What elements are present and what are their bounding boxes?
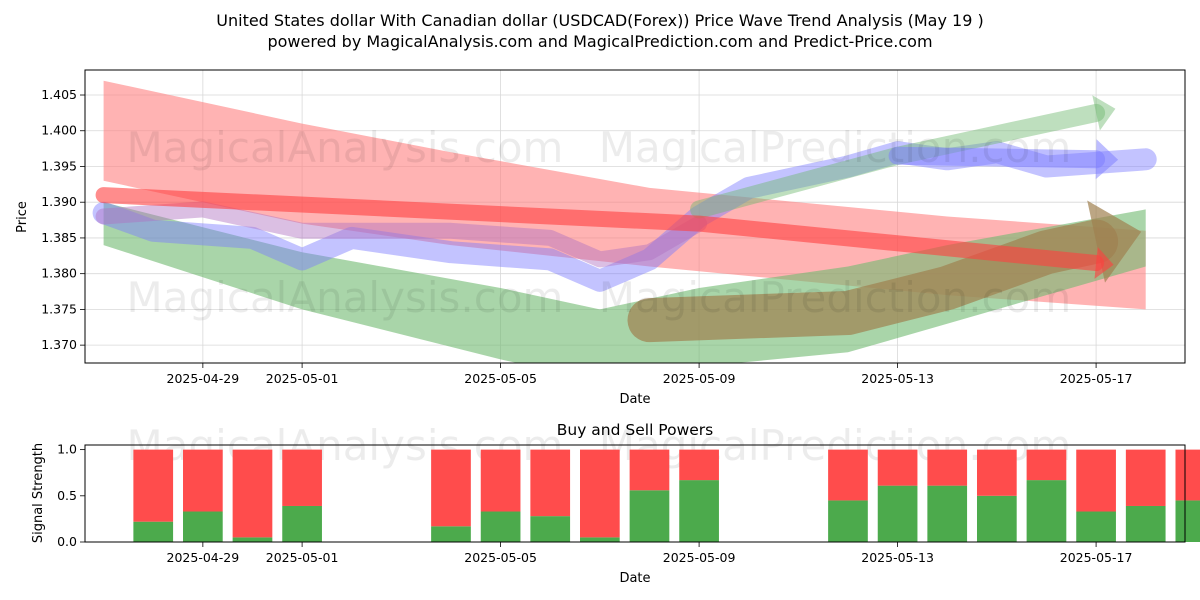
price-plot-frame [84, 69, 1186, 364]
sell-power-bar [1125, 449, 1166, 506]
power-axes: 2025-04-29 2025-05-01 2025-05-05 2025-05-09… [57, 442, 1132, 565]
watermark-left-middle: MagicalAnalysis.com [127, 273, 564, 322]
sell-power-bar [1175, 449, 1200, 501]
buy-power-bar [828, 500, 868, 542]
buy-power-bar [877, 485, 918, 542]
power-chart: Buy and Sell Powers MagicalAnalysis.com … [31, 421, 1200, 586]
price-x-axis-label: Date [619, 392, 650, 407]
sell-power-bar [976, 449, 1017, 496]
buy-power-bar [431, 526, 471, 542]
sell-power-bar [927, 449, 968, 486]
price-y-tick-label: 1.400 [41, 123, 77, 138]
sell-power-bar [480, 449, 521, 512]
sell-power-bar [530, 449, 571, 517]
sell-power-bar [1076, 449, 1116, 512]
buy-power-bar [480, 511, 521, 542]
buy-power-bar [530, 516, 571, 542]
price-x-tick-label: 2025-05-09 [663, 371, 736, 386]
price-y-tick-label: 1.380 [41, 266, 77, 281]
power-chart-title: Buy and Sell Powers [557, 421, 714, 439]
watermark-left-top: MagicalAnalysis.com [127, 123, 564, 172]
buy-power-bar [183, 511, 223, 542]
price-x-tick-label: 2025-05-05 [464, 371, 537, 386]
power-x-tick-label: 2025-04-29 [167, 550, 240, 565]
sell-power-bar [828, 449, 868, 501]
red-forecast-arrow [95, 187, 1105, 271]
price-chart: MagicalAnalysis.com MagicalPrediction.co… [15, 69, 1186, 407]
blue-forecast-arrowhead [1095, 139, 1119, 180]
power-x-tick-label: 2025-05-09 [663, 550, 736, 565]
watermark-right-top: MagicalPrediction.com [599, 123, 1072, 172]
price-y-axis-label: Price [15, 201, 30, 233]
price-x-tick-label: 2025-05-01 [266, 371, 339, 386]
price-y-tick-label: 1.370 [41, 337, 77, 352]
sell-power-bar [580, 449, 620, 538]
power-x-tick-label: 2025-05-17 [1060, 550, 1133, 565]
sell-power-bar [282, 449, 322, 506]
price-axes: 2025-04-29 2025-05-01 2025-05-05 2025-05-09… [41, 87, 1132, 386]
sell-power-bar [133, 449, 174, 522]
price-y-tick-label: 1.395 [41, 158, 77, 173]
power-x-tick-label: 2025-05-01 [266, 550, 339, 565]
power-x-tick-label: 2025-05-13 [861, 550, 934, 565]
buy-power-bar [232, 537, 273, 542]
power-y-axis-label: Signal Strength [31, 443, 46, 543]
buy-power-bar [1175, 500, 1200, 542]
sell-power-bar [183, 449, 223, 512]
sell-power-bar [877, 449, 918, 486]
buy-power-bar [580, 537, 620, 542]
sell-power-bar [232, 449, 273, 538]
brown-forecast-arrow [627, 219, 1119, 343]
chart-subtitle: powered by MagicalAnalysis.com and Magic… [267, 32, 932, 51]
watermark-right-middle: MagicalPrediction.com [599, 273, 1072, 322]
power-x-axis-label: Date [619, 571, 650, 586]
purple-price-path [95, 201, 708, 268]
sell-power-bar [629, 449, 670, 491]
power-y-tick-label: 1.0 [57, 442, 77, 457]
price-y-tick-label: 1.385 [41, 230, 77, 245]
buy-power-bar [679, 480, 719, 542]
power-plot-frame [84, 444, 1186, 543]
sell-power-bar [679, 449, 719, 481]
red-forecast-arrowhead [1094, 247, 1114, 279]
buy-power-bar [927, 485, 968, 542]
buy-power-bar [1125, 505, 1166, 542]
price-x-tick-label: 2025-05-17 [1060, 371, 1133, 386]
buy-power-bar [1026, 480, 1067, 542]
price-x-tick-label: 2025-04-29 [167, 371, 240, 386]
price-x-tick-label: 2025-05-13 [861, 371, 934, 386]
buy-power-bar [282, 505, 322, 542]
buy-power-bar [629, 490, 670, 542]
sell-power-bar [431, 449, 471, 527]
blue-forecast-arrow [888, 146, 1106, 169]
price-y-tick-label: 1.390 [41, 194, 77, 209]
buy-power-bar [1076, 511, 1116, 542]
power-x-tick-label: 2025-05-05 [464, 550, 537, 565]
power-y-tick-label: 0.5 [57, 488, 77, 503]
price-waves [92, 80, 1157, 363]
chart-title: United States dollar With Canadian dolla… [216, 11, 983, 30]
power-y-tick-label: 0.0 [57, 534, 77, 549]
sell-power-bar [1026, 449, 1067, 481]
buy-power-bar [133, 521, 174, 542]
price-y-tick-label: 1.405 [41, 87, 77, 102]
green-forecast-arrowhead [1092, 95, 1116, 131]
buy-power-bar [976, 495, 1017, 542]
price-y-tick-label: 1.375 [41, 301, 77, 316]
red-wave-band [103, 80, 1146, 310]
power-bars [133, 449, 1200, 542]
